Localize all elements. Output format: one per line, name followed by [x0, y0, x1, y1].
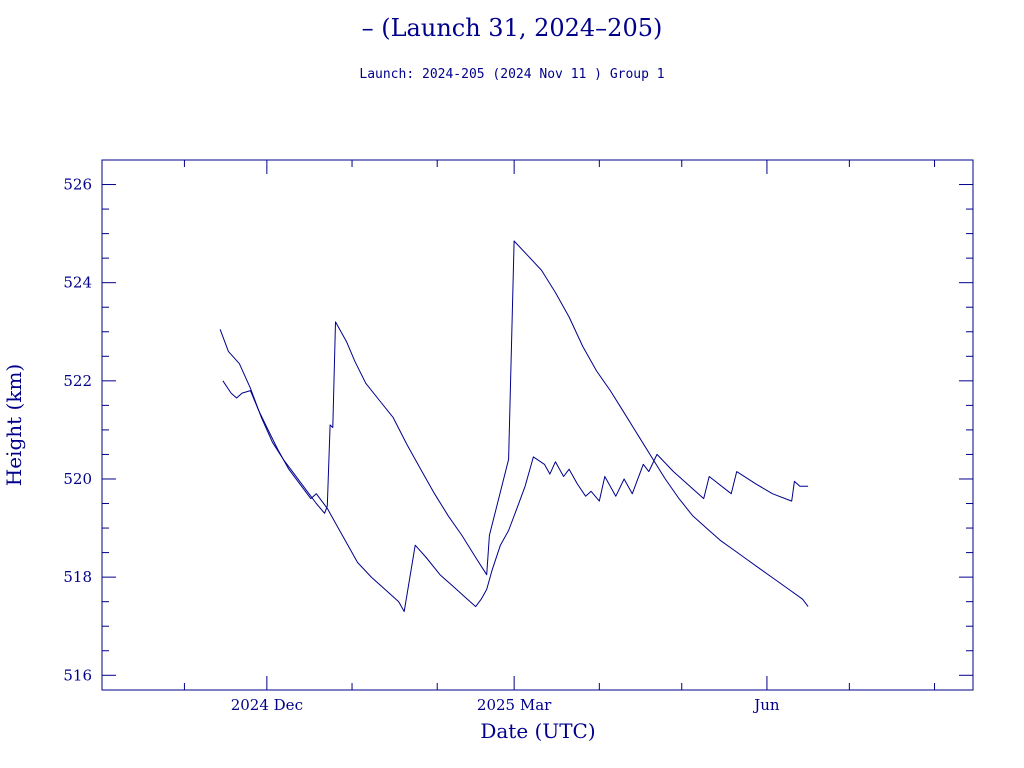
y-tick-label: 522 — [63, 372, 92, 390]
chart-title: – (Launch 31, 2024–205) — [361, 14, 663, 42]
x-axis-ticks: 2024 Dec 2025 Mar Jun — [183, 160, 936, 714]
y-tick-label: 516 — [63, 666, 92, 684]
series-lines — [219, 240, 809, 612]
chart-subtitle: Launch: 2024-205 (2024 Nov 11 ) Group 1 — [359, 67, 665, 82]
plot-frame — [101, 159, 974, 691]
y-tick-label: 526 — [63, 176, 92, 194]
series-line-2 — [222, 380, 809, 612]
y-tick-label: 518 — [63, 568, 92, 586]
x-tick-label: 2025 Mar — [477, 696, 552, 714]
y-tick-label: 520 — [63, 470, 92, 488]
y-axis-ticks: 516 518 520 522 524 526 — [63, 159, 973, 684]
series-line-1 — [219, 240, 809, 607]
y-axis-title: Height (km) — [2, 364, 26, 486]
x-tick-label: Jun — [752, 696, 780, 714]
y-tick-label: 524 — [63, 274, 92, 292]
x-axis-title: Date (UTC) — [480, 719, 595, 743]
x-tick-label: 2024 Dec — [231, 696, 303, 714]
